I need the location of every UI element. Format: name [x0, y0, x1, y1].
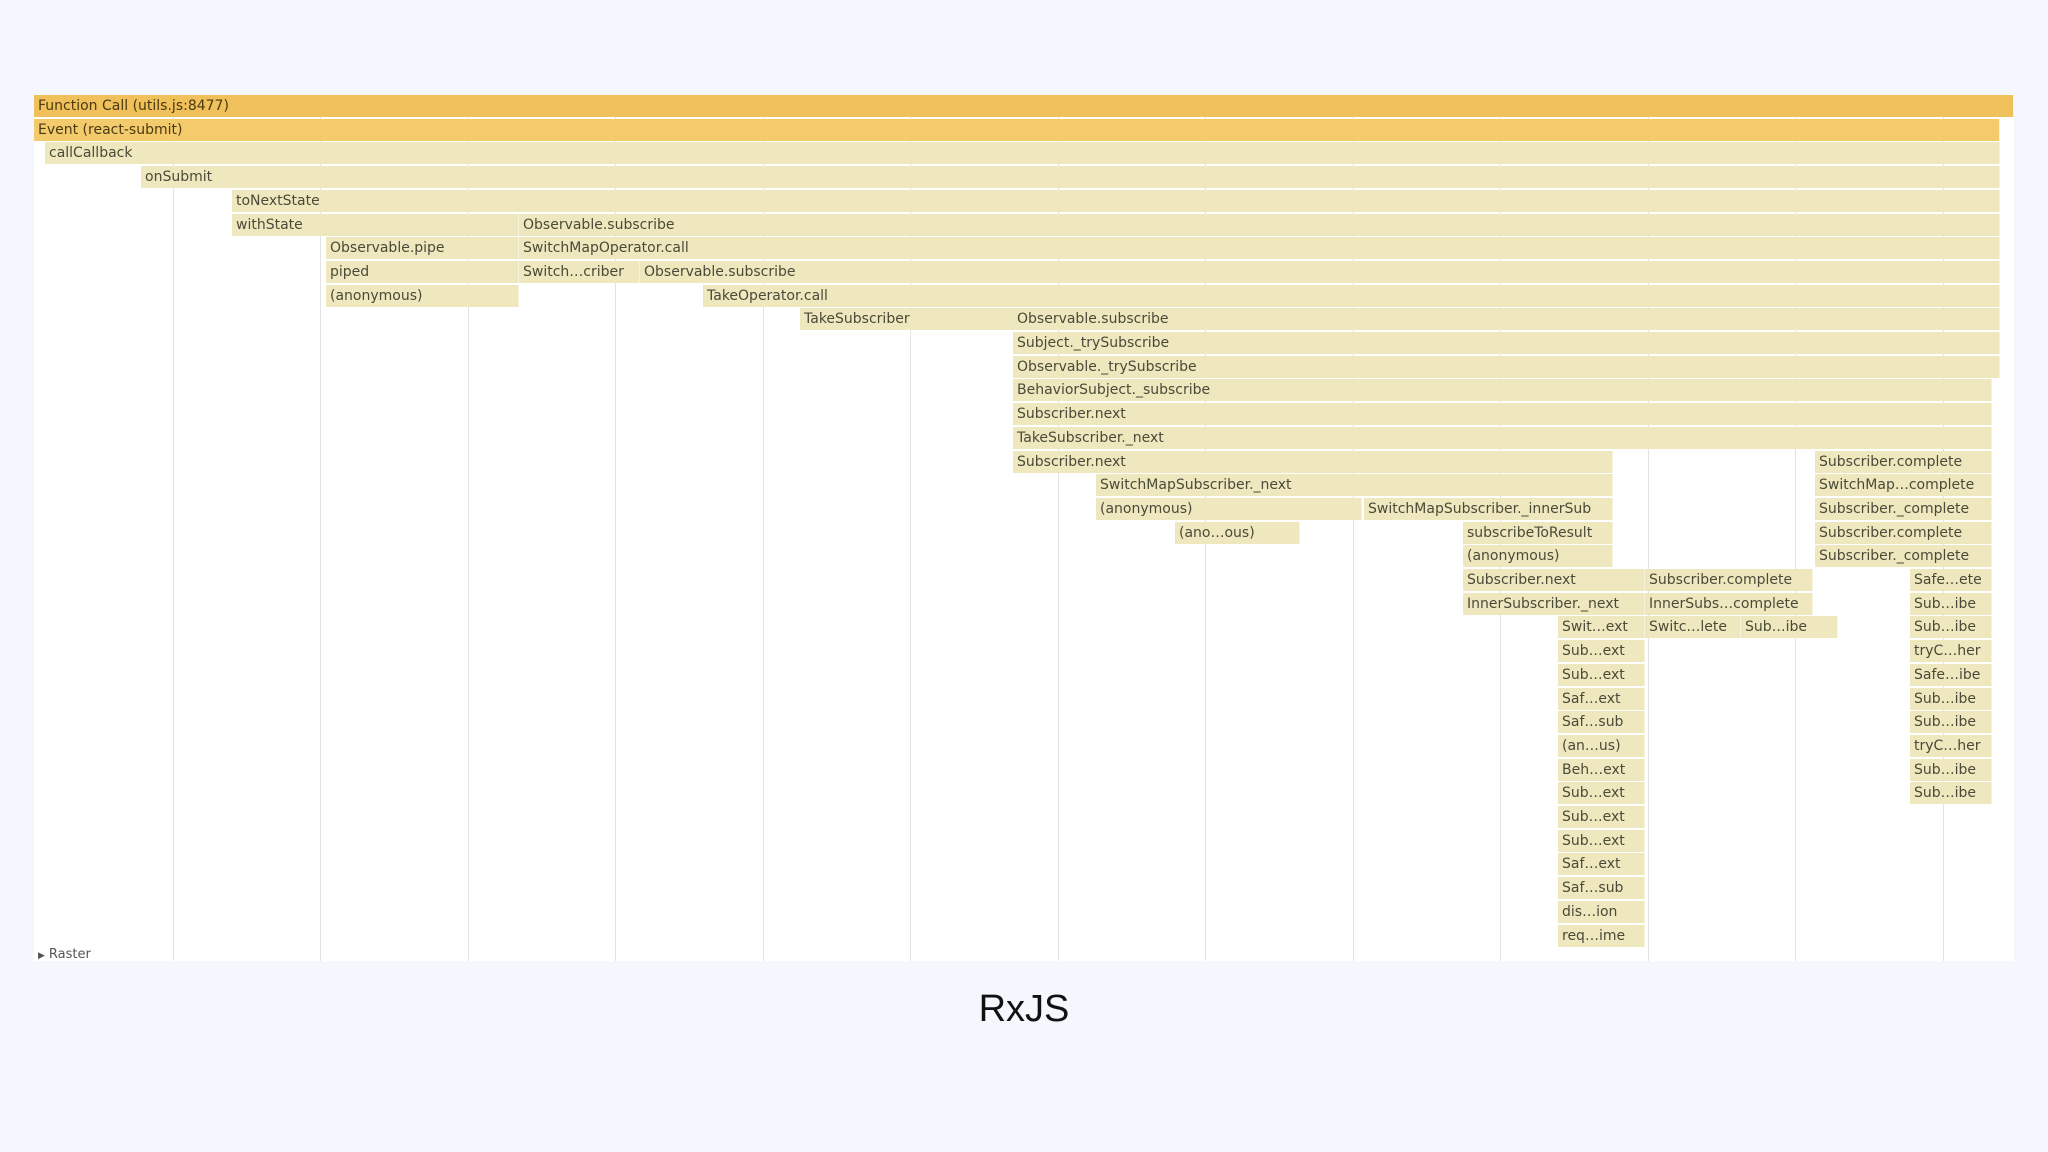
flame-frame[interactable]: dis…ion — [1558, 900, 1645, 923]
flame-frame[interactable]: Sub…ibe — [1910, 592, 1992, 615]
flame-frame[interactable]: withState — [232, 213, 519, 236]
flame-frame[interactable]: Sub…ext — [1558, 782, 1645, 805]
flame-frame[interactable]: Subscriber._complete — [1815, 497, 1992, 520]
flame-frame[interactable]: Sub…ext — [1558, 640, 1645, 663]
flame-frame[interactable]: (anonymous) — [326, 284, 519, 307]
raster-track-label[interactable]: ▶ Raster — [38, 948, 91, 962]
flame-frame[interactable]: Sub…ibe — [1910, 782, 1992, 805]
flame-frame[interactable]: SwitchMapOperator.call — [519, 237, 2000, 260]
flame-frame[interactable]: SwitchMapSubscriber._next — [1096, 474, 1613, 497]
flame-frame[interactable]: Subscriber.complete — [1815, 521, 1992, 544]
flame-frame[interactable]: Observable.pipe — [326, 237, 519, 260]
flame-frame[interactable]: (an…us) — [1558, 734, 1645, 757]
flame-frame[interactable]: Safe…ete — [1910, 569, 1992, 591]
time-gridline — [763, 95, 764, 961]
flame-frame[interactable]: Subject._trySubscribe — [1013, 332, 2000, 354]
time-gridline — [320, 95, 321, 961]
flame-frame[interactable]: Swit…ext — [1558, 616, 1645, 639]
flame-frame[interactable]: Observable.subscribe — [1013, 308, 2000, 331]
flame-frame[interactable]: onSubmit — [141, 166, 2000, 189]
flame-frame[interactable]: InnerSubscriber._next — [1463, 592, 1645, 615]
flame-frame[interactable]: Event (react-submit) — [34, 118, 2000, 141]
time-gridline — [1058, 95, 1059, 961]
flame-frame[interactable]: Saf…ext — [1558, 853, 1645, 876]
flame-frame[interactable]: Sub…ibe — [1741, 616, 1838, 639]
flame-frame[interactable]: (anonymous) — [1096, 497, 1362, 520]
time-gridline — [615, 95, 616, 961]
flame-chart: Function Call (utils.js:8477) Event (reac… — [34, 95, 2014, 961]
time-gridline — [1353, 95, 1354, 961]
flame-frame[interactable]: Subscriber.complete — [1815, 450, 1992, 473]
flame-frame[interactable]: Sub…ext — [1558, 663, 1645, 686]
flame-frame[interactable]: Saf…sub — [1558, 877, 1645, 900]
flame-frame[interactable]: Subscriber.next — [1463, 569, 1645, 591]
flame-frame[interactable]: Subscriber.next — [1013, 450, 1613, 473]
time-gridline — [468, 95, 469, 961]
raster-label-text: Raster — [48, 948, 91, 962]
flame-frame[interactable]: Observable.subscribe — [519, 213, 2000, 236]
flame-frame[interactable]: SwitchMapSubscriber._innerSub — [1364, 497, 1613, 520]
time-gridline — [1795, 95, 1796, 961]
flame-frame[interactable]: Sub…ibe — [1910, 758, 1992, 781]
flame-frame[interactable]: (ano…ous) — [1175, 521, 1300, 544]
flame-frame[interactable]: (anonymous) — [1463, 545, 1613, 568]
flame-frame[interactable]: BehaviorSubject._subscribe — [1013, 379, 1992, 402]
flame-frame[interactable]: Observable.subscribe — [640, 260, 2000, 283]
flame-frame[interactable]: Beh…ext — [1558, 758, 1645, 781]
flame-frame[interactable]: TakeOperator.call — [703, 284, 2000, 307]
flame-frame[interactable]: callCallback — [45, 142, 2000, 165]
flame-frame[interactable]: InnerSubs…complete — [1645, 592, 1813, 615]
time-gridline — [1648, 95, 1649, 961]
flame-frame[interactable]: Safe…ibe — [1910, 663, 1992, 686]
flame-frame[interactable]: Subscriber.next — [1013, 403, 1992, 426]
flame-frame[interactable]: Sub…ibe — [1910, 711, 1992, 734]
flame-frame[interactable]: Saf…ext — [1558, 687, 1645, 710]
slide-caption: RxJS — [978, 988, 1070, 1030]
flame-frame[interactable]: toNextState — [232, 189, 2000, 212]
flame-frame[interactable]: SwitchMap…complete — [1815, 474, 1992, 497]
time-gridline — [910, 95, 911, 961]
flame-frame[interactable]: Subscriber.complete — [1645, 569, 1813, 591]
flame-frame[interactable]: Subscriber._complete — [1815, 545, 1992, 568]
flame-frame[interactable]: Observable._trySubscribe — [1013, 355, 2000, 378]
flame-frame[interactable]: piped — [326, 260, 519, 283]
flame-frame[interactable]: Sub…ext — [1558, 829, 1645, 852]
flame-frame[interactable]: Switc…lete — [1645, 616, 1741, 639]
flame-frame[interactable]: tryC…her — [1910, 734, 1992, 757]
flame-frame[interactable]: Saf…sub — [1558, 711, 1645, 734]
expand-arrow-icon[interactable]: ▶ — [38, 951, 45, 961]
flame-frame[interactable]: Sub…ibe — [1910, 616, 1992, 639]
flame-frame[interactable]: TakeSubscriber._next — [1013, 426, 1992, 449]
flame-frame[interactable]: Sub…ext — [1558, 806, 1645, 828]
flame-frame[interactable]: Switch…criber — [519, 260, 640, 283]
flame-frame[interactable]: req…ime — [1558, 924, 1645, 947]
flame-frame[interactable]: tryC…her — [1910, 640, 1992, 663]
flame-frame[interactable]: subscribeToResult — [1463, 521, 1613, 544]
time-gridline — [173, 95, 174, 961]
flame-frame[interactable]: Sub…ibe — [1910, 687, 1992, 710]
flame-frame[interactable]: Function Call (utils.js:8477) — [34, 95, 2014, 117]
